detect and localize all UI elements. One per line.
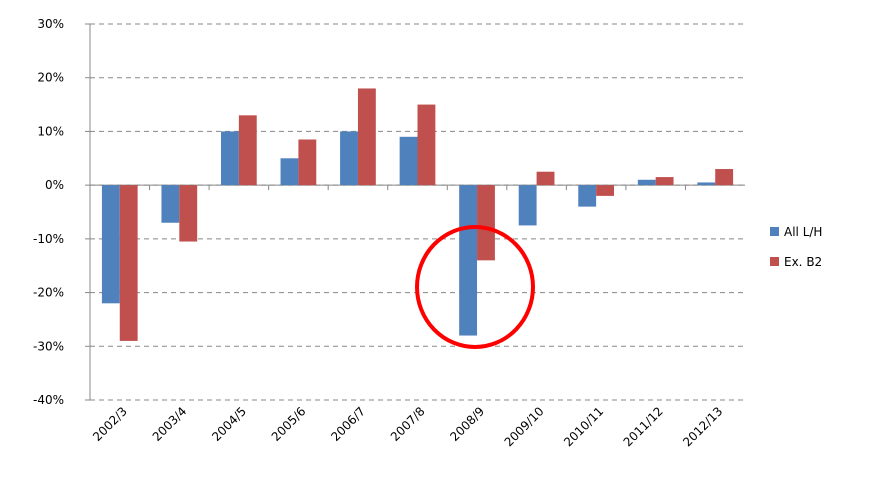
bar <box>518 185 537 226</box>
highlight-circle <box>415 225 535 349</box>
y-tick-label: 30% <box>37 17 64 31</box>
x-tick-label: 2012/13 <box>680 404 725 449</box>
bar <box>715 169 734 186</box>
legend-label: Ex. B2 <box>784 255 822 269</box>
bar <box>459 185 478 336</box>
legend-label: All L/H <box>784 225 822 239</box>
x-tick-label: 2006/7 <box>328 404 368 444</box>
x-tick-label: 2008/9 <box>447 404 487 444</box>
bar <box>101 185 120 304</box>
x-tick-label: 2009/10 <box>502 404 547 449</box>
bar <box>596 185 614 196</box>
x-tick-label: 2005/6 <box>269 404 309 444</box>
y-tick-label: -20% <box>33 286 64 300</box>
x-tick-label: 2002/3 <box>90 404 130 444</box>
bar <box>477 185 495 261</box>
bar <box>340 131 358 186</box>
y-tick-label: 0% <box>45 178 64 192</box>
bar <box>655 177 674 186</box>
bar <box>399 136 418 186</box>
y-tick-label: -30% <box>33 339 64 353</box>
bar <box>280 158 299 186</box>
bar <box>179 185 198 242</box>
bar <box>221 131 239 186</box>
y-tick-label: 10% <box>37 124 64 138</box>
y-tick-label: 20% <box>37 71 64 85</box>
bar <box>238 115 257 186</box>
bar <box>417 104 436 186</box>
bar <box>357 88 376 186</box>
legend-swatch <box>770 257 779 266</box>
y-tick-label: -40% <box>33 393 64 407</box>
x-tick-label: 2004/5 <box>209 404 249 444</box>
x-tick-label: 2003/4 <box>150 404 190 444</box>
bar <box>637 179 656 186</box>
bar <box>578 185 597 207</box>
bar <box>161 185 180 223</box>
bar <box>536 171 555 186</box>
x-tick-label: 2011/12 <box>621 404 666 449</box>
bar <box>298 139 317 186</box>
y-tick-label: -10% <box>33 232 64 246</box>
bar <box>119 185 138 341</box>
bar <box>697 182 716 186</box>
legend-swatch <box>770 227 779 236</box>
x-tick-label: 2010/11 <box>561 404 606 449</box>
x-tick-label: 2007/8 <box>388 404 428 444</box>
